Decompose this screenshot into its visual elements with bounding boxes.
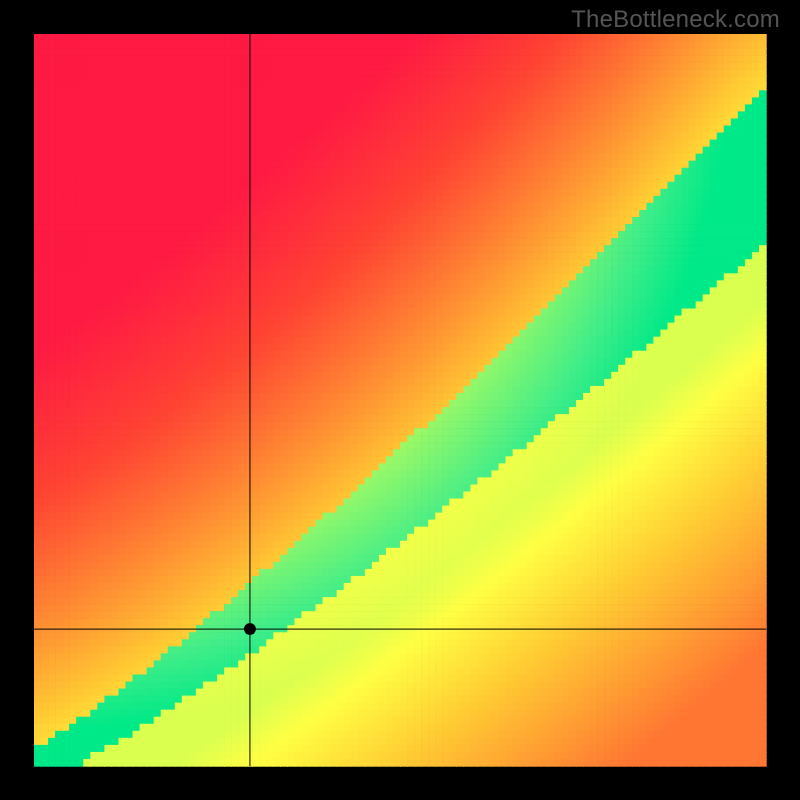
chart-container: TheBottleneck.com — [0, 0, 800, 800]
bottleneck-heatmap — [0, 0, 800, 800]
watermark-text: TheBottleneck.com — [571, 6, 780, 34]
